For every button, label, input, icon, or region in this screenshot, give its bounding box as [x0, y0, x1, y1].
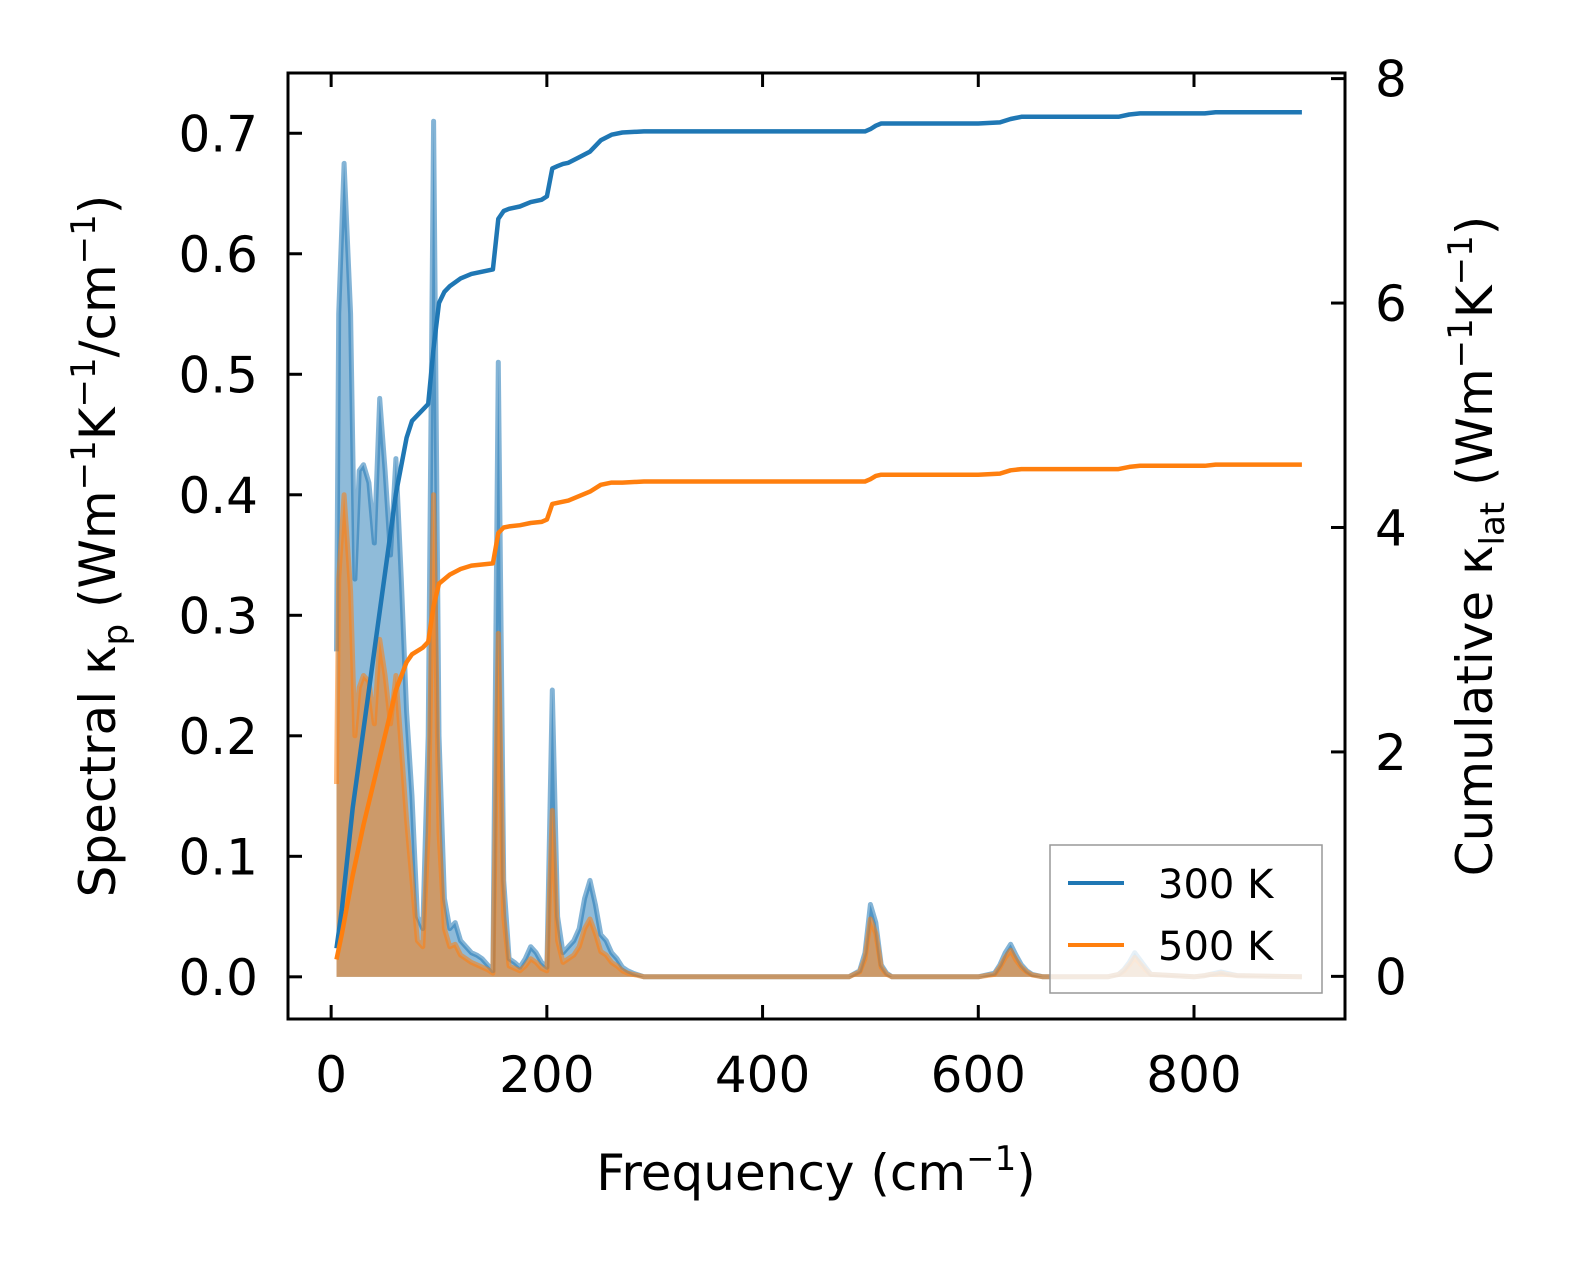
y-tick-label-right: 2: [1375, 724, 1407, 782]
x-tick-label: 600: [931, 1046, 1026, 1104]
y-ticks-left: 0.0 0.1 0.2 0.3 0.4 0.5 0.6 0.7: [178, 105, 302, 1007]
x-tick-label: 800: [1146, 1046, 1241, 1104]
y-tick-label-left: 0.0: [178, 949, 258, 1007]
legend: 300 K 500 K: [1049, 844, 1323, 994]
cumulative-line-500k: [334, 462, 1302, 960]
x-tick-label: 0: [315, 1046, 347, 1104]
y-tick-label-left: 0.5: [178, 346, 258, 404]
x-axis-title: Frequency (cm−1): [596, 1139, 1036, 1202]
y-tick-label-left: 0.2: [178, 708, 258, 766]
y-tick-label-left: 0.1: [178, 828, 258, 886]
y-tick-label-left: 0.6: [178, 226, 258, 284]
plot-frame: [286, 71, 1347, 1021]
y-tick-label-left: 0.4: [178, 467, 258, 525]
y-axis-title-right: Cumulative κlat (Wm−1K−1): [1441, 216, 1513, 876]
y-ticks-right: 0 2 4 6 8: [1331, 51, 1407, 1006]
cumulative-lines: [334, 110, 1302, 960]
legend-label-500k: 500 K: [1158, 924, 1275, 970]
cumulative-line-300k: [334, 110, 1302, 949]
y-tick-label-right: 4: [1375, 499, 1407, 557]
y-tick-label-right: 8: [1375, 51, 1407, 109]
y-axis-title-left: Spectral κp (Wm−1K−1/cm−1): [64, 195, 136, 898]
y-tick-label-right: 6: [1375, 275, 1407, 333]
x-tick-label: 200: [499, 1046, 594, 1104]
y-tick-label-left: 0.7: [178, 105, 258, 163]
x-tick-label: 400: [715, 1046, 810, 1104]
x-ticks: 0 200 400 600 800: [315, 73, 1242, 1104]
y-tick-label-left: 0.3: [178, 587, 258, 645]
y-tick-label-right: 0: [1375, 948, 1407, 1006]
legend-box: [1049, 844, 1323, 994]
legend-label-300k: 300 K: [1158, 862, 1275, 908]
